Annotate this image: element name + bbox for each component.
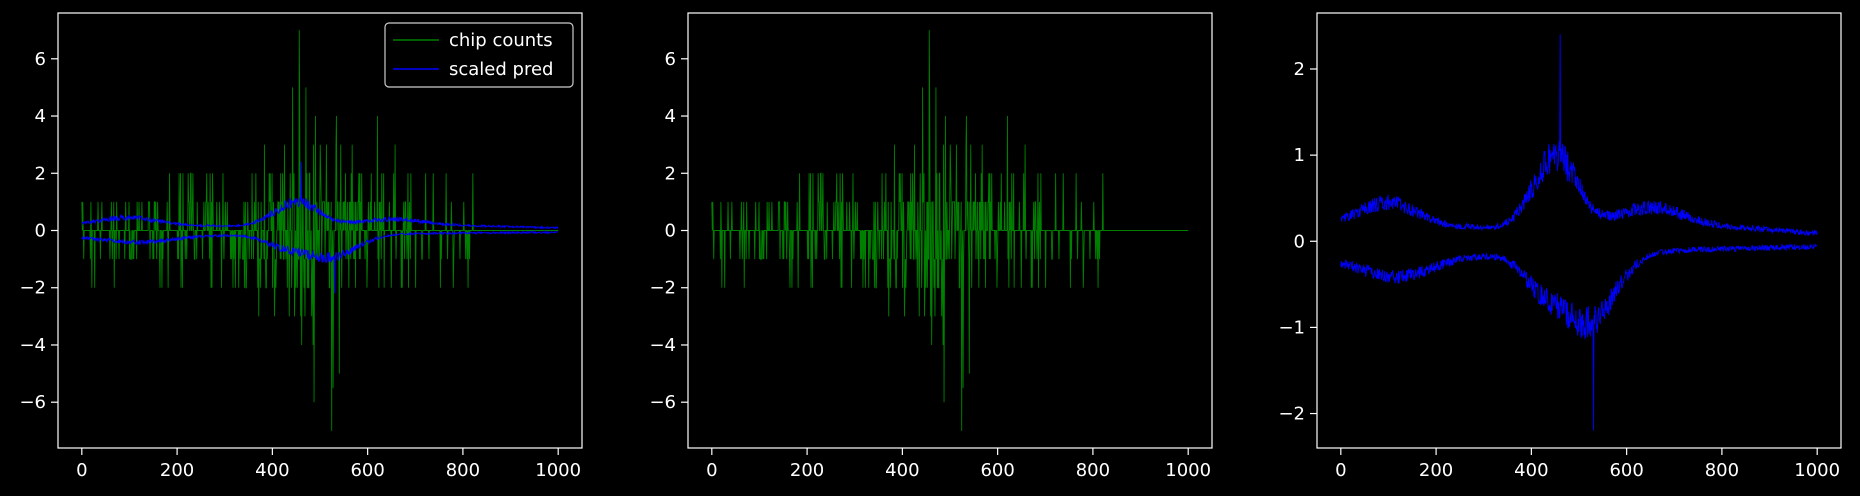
x-tick-label: 0	[706, 460, 717, 481]
x-tick-label: 0	[1335, 460, 1346, 481]
series-line-chip-counts	[81, 30, 559, 431]
x-tick-label: 400	[1514, 460, 1548, 481]
x-tick-label: 400	[255, 460, 289, 481]
x-tick-label: 600	[350, 460, 384, 481]
y-tick-label: −4	[649, 335, 676, 356]
y-tick-label: 1	[1294, 145, 1305, 166]
x-tick-label: 400	[885, 460, 919, 481]
y-tick-label: −1	[1278, 317, 1305, 338]
plot-area	[81, 30, 559, 431]
y-tick-label: 4	[35, 106, 46, 127]
legend: chip counts scaled pred	[384, 22, 574, 88]
x-tick-label: 1000	[535, 460, 581, 481]
y-tick-label: 0	[1294, 231, 1305, 252]
x-tick-label: 600	[980, 460, 1014, 481]
y-tick-label: −2	[649, 278, 676, 299]
chart-panel-middle: 0 200 400 600 800 1000 −6 −4 −2 0 2 4 6	[649, 12, 1213, 481]
x-tick-label: 0	[76, 460, 87, 481]
x-tick-label: 600	[1609, 460, 1643, 481]
chart-panel-right: 0 200 400 600 800 1000 −2 −1 0 1 2	[1278, 12, 1842, 481]
x-tick-label: 800	[1705, 460, 1739, 481]
series-line-chip-counts	[711, 30, 1189, 431]
legend-label-chip-counts: chip counts	[449, 30, 553, 51]
y-tick-label: −4	[19, 335, 46, 356]
y-tick-label: 6	[35, 49, 46, 70]
legend-frame	[384, 22, 574, 88]
y-tick-label: 2	[1294, 59, 1305, 80]
series-line-scaled-pred-lower	[81, 230, 559, 294]
plot-area	[1340, 34, 1818, 431]
y-tick-label: 0	[665, 221, 676, 242]
x-tick-label: 1000	[1794, 460, 1840, 481]
y-tick-label: 4	[665, 106, 676, 127]
plot-area	[711, 30, 1189, 431]
y-tick-label: 2	[35, 163, 46, 184]
axes-frame	[1316, 12, 1842, 449]
x-tick-label: 800	[1076, 460, 1110, 481]
x-tick-label: 800	[446, 460, 480, 481]
x-tick-label: 200	[160, 460, 194, 481]
y-tick-label: −6	[649, 392, 676, 413]
y-tick-label: 2	[665, 163, 676, 184]
series-line-scaled-pred-upper	[1340, 34, 1818, 237]
series-line-scaled-pred-upper	[81, 161, 559, 230]
series-line-scaled-pred-lower	[1340, 243, 1818, 431]
y-tick-label: −2	[19, 278, 46, 299]
legend-label-scaled-pred: scaled pred	[449, 59, 553, 80]
x-tick-label: 200	[790, 460, 824, 481]
x-tick-label: 1000	[1165, 460, 1211, 481]
chart-panel-left: 0 200 400 600 800 1000 −6 −4 −2 0 2 4 6	[19, 12, 583, 481]
y-tick-label: −6	[19, 392, 46, 413]
x-tick-label: 200	[1419, 460, 1453, 481]
y-tick-label: 0	[35, 221, 46, 242]
y-tick-label: 6	[665, 49, 676, 70]
y-tick-label: −2	[1278, 404, 1305, 425]
